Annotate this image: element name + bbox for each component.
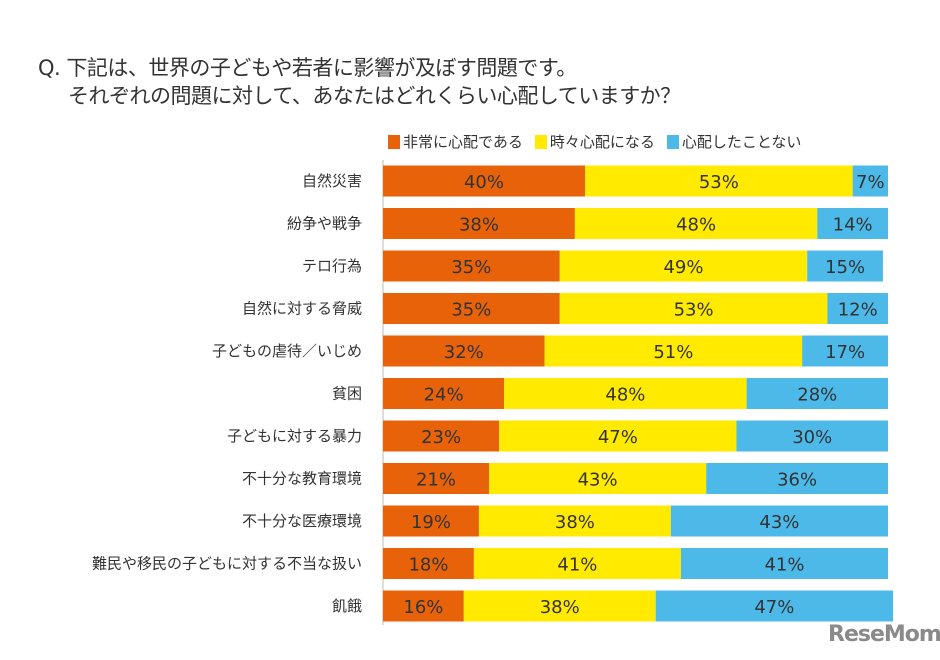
bar-segment — [852, 165, 888, 197]
bar-segment — [489, 463, 707, 494]
data-label: 53% — [699, 172, 739, 193]
data-label: 18% — [408, 555, 448, 576]
data-label: 32% — [444, 342, 484, 363]
data-label: 24% — [424, 385, 464, 406]
bar-segment — [383, 293, 560, 324]
data-label: 48% — [676, 215, 716, 236]
data-label: 40% — [464, 172, 504, 193]
data-label: 21% — [416, 470, 456, 491]
bar-segment — [544, 335, 803, 367]
category-label: 飢餓 — [332, 597, 362, 615]
bar-segment — [802, 335, 888, 367]
bar-segment — [559, 293, 828, 324]
data-label: 43% — [578, 470, 618, 491]
bar-segment — [499, 420, 737, 452]
bar-segment — [383, 463, 490, 494]
data-label: 38% — [555, 512, 595, 533]
data-label: 47% — [598, 427, 638, 448]
data-label: 28% — [797, 385, 837, 406]
data-label: 38% — [540, 597, 580, 618]
category-label: 難民や移民の子どもに対する不当な扱い — [92, 555, 362, 573]
bar-segment — [383, 590, 464, 622]
data-label: 19% — [411, 512, 451, 533]
data-label: 15% — [825, 257, 865, 278]
bar-segment — [827, 293, 888, 324]
bar-segment — [655, 590, 894, 622]
bar-segment — [585, 165, 853, 197]
bar-segment — [504, 378, 747, 409]
data-label: 38% — [459, 215, 499, 236]
data-label: 14% — [833, 215, 873, 236]
data-label: 17% — [825, 342, 865, 363]
bar-segment — [383, 208, 575, 239]
bar-segment — [559, 250, 808, 282]
bar-segment — [670, 505, 888, 537]
legend-label: 非常に心配である — [403, 133, 523, 151]
bar-segment — [706, 463, 888, 494]
bar-segment — [383, 420, 500, 452]
category-label: 子どもの虐待／いじめ — [212, 342, 362, 360]
legend-swatch — [388, 134, 400, 149]
data-label: 47% — [754, 597, 794, 618]
category-label: 子どもに対する暴力 — [227, 427, 362, 445]
data-label: 12% — [838, 300, 878, 321]
legend-label: 時々心配になる — [549, 133, 655, 151]
category-label: 自然災害 — [302, 172, 362, 190]
data-label: 35% — [451, 300, 491, 321]
category-label: 紛争や戦争 — [287, 215, 362, 233]
data-label: 48% — [605, 385, 645, 406]
legend-item-very-worried: 非常に心配である — [388, 131, 523, 152]
resemom-logo: ReseMom — [828, 622, 940, 647]
bar-segment — [736, 420, 888, 452]
category-label: 貧困 — [332, 385, 362, 403]
bar-segment — [574, 208, 818, 239]
bar-segment — [383, 335, 545, 367]
data-label: 35% — [451, 257, 491, 278]
category-label: 不十分な教育環境 — [242, 470, 362, 488]
bar-segment — [746, 378, 888, 409]
bar-segment — [383, 505, 479, 537]
legend-label: 心配したことない — [681, 133, 802, 151]
category-label: テロ行為 — [302, 257, 362, 275]
legend: 非常に心配である 時々心配になる 心配したことない — [388, 131, 801, 152]
bar-segment — [383, 165, 585, 197]
bar-segment — [680, 548, 888, 579]
category-label: 不十分な医療環境 — [242, 512, 362, 530]
data-label: 53% — [674, 300, 714, 321]
data-label: 36% — [777, 470, 817, 491]
data-label: 30% — [792, 427, 832, 448]
bar-segment — [383, 378, 505, 409]
chart-title-line-2: それぞれの問題に対して、あなたはどれくらい心配していますか？ — [68, 84, 681, 108]
data-label: 41% — [764, 555, 804, 576]
legend-swatch — [534, 134, 547, 149]
legend-item-sometimes-worried: 時々心配になる — [534, 131, 655, 152]
legend-swatch — [666, 134, 679, 149]
bar-segment — [383, 548, 474, 579]
category-label: 自然に対する脅威 — [242, 300, 362, 318]
data-label: 43% — [759, 512, 799, 533]
data-label: 49% — [663, 257, 703, 278]
data-label: 51% — [653, 342, 693, 363]
bar-segment — [473, 548, 681, 579]
bar-segment — [478, 505, 671, 537]
bar-segment — [817, 208, 888, 239]
data-label: 23% — [421, 427, 461, 448]
bar-segment — [463, 590, 656, 622]
data-label: 7% — [856, 172, 885, 193]
data-label: 16% — [403, 597, 443, 618]
data-label: 41% — [557, 555, 597, 576]
bar-segment — [807, 250, 883, 282]
bar-segment — [383, 250, 560, 282]
chart-title-line-1: Q. 下記は、世界の子どもや若者に影響が及ぼす問題です。 — [38, 56, 577, 80]
legend-item-never-worried: 心配したことない — [666, 131, 802, 152]
